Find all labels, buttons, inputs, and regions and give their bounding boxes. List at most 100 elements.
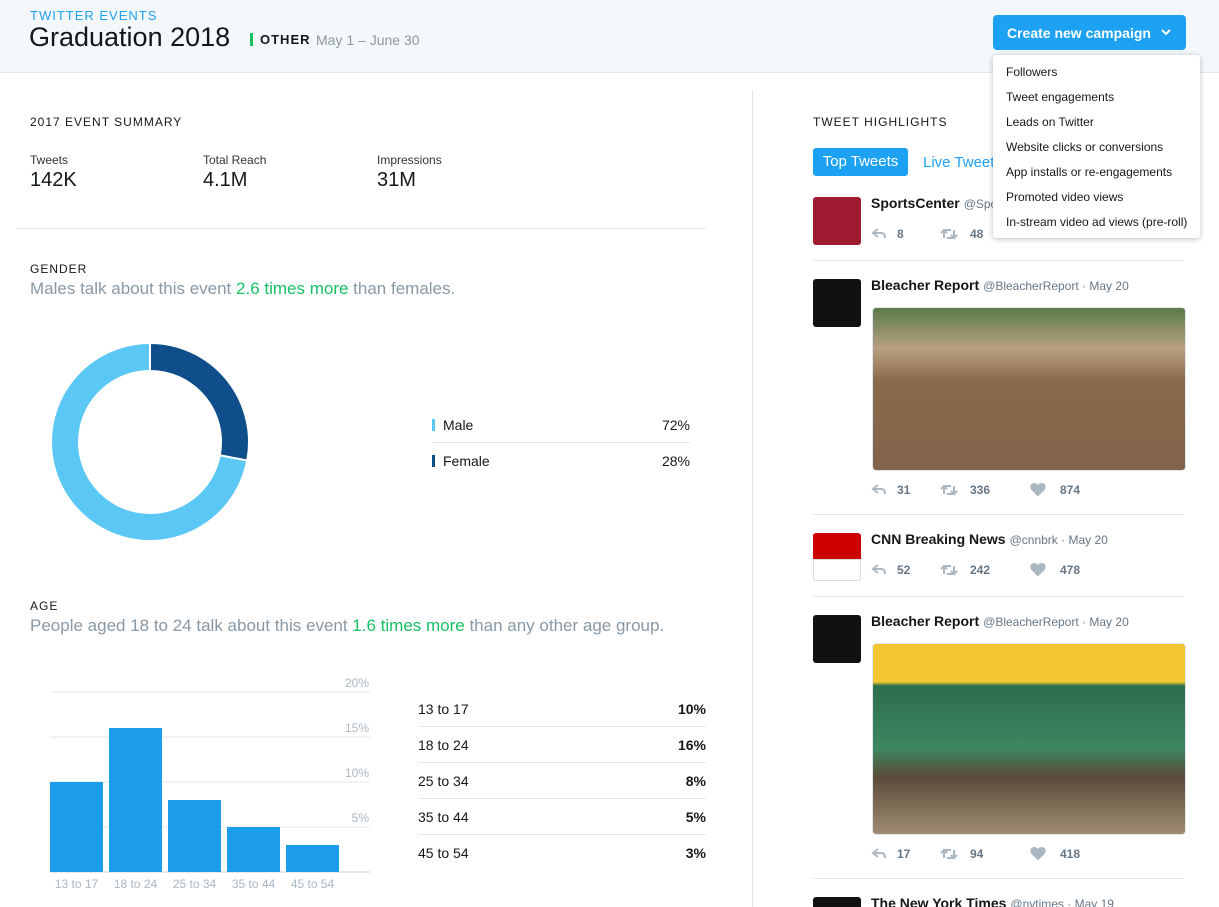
tab-active[interactable]: Top Tweets bbox=[813, 148, 908, 176]
button-label: Create new campaign bbox=[1007, 25, 1151, 41]
highlight: 1.6 times more bbox=[352, 616, 465, 635]
bar bbox=[168, 800, 221, 872]
tweet-date: May 20 bbox=[1089, 615, 1129, 629]
icon-path bbox=[1030, 562, 1046, 577]
icon-path bbox=[871, 564, 886, 575]
like-icon bbox=[1030, 846, 1046, 861]
icon-path bbox=[940, 848, 958, 860]
author-name: The New York Times bbox=[871, 895, 1007, 907]
page-title: Graduation 2018 bbox=[29, 22, 231, 52]
section-divider bbox=[16, 228, 706, 229]
icon-path bbox=[871, 848, 886, 859]
action-count: 31 bbox=[897, 483, 911, 497]
retweet-icon bbox=[940, 228, 958, 240]
author-name: Bleacher Report bbox=[871, 277, 980, 293]
separator: · bbox=[1057, 533, 1069, 547]
action-count: 336 bbox=[970, 483, 991, 497]
x-tick-label: 13 to 17 bbox=[55, 877, 99, 891]
age-row-label: 45 to 54 bbox=[418, 845, 469, 861]
x-tick-label: 18 to 24 bbox=[114, 877, 158, 891]
menu-item[interactable]: Tweet engagements bbox=[1006, 90, 1115, 104]
age-row-label: 35 to 44 bbox=[418, 809, 469, 825]
stat-value: 142K bbox=[30, 169, 77, 191]
dropdown-menu: Followers Tweet engagements Leads on Twitt… bbox=[993, 55, 1200, 238]
charts: 5% 10% 15% 20% 13 to 17 18 to 24 25 to 34 35 to… bbox=[50, 341, 370, 891]
column-divider bbox=[752, 90, 753, 907]
author-name: SportsCenter bbox=[871, 195, 960, 211]
y-tick-label: 5% bbox=[352, 811, 370, 825]
action-count: 48 bbox=[970, 227, 984, 241]
icon-path bbox=[940, 228, 958, 240]
like-icon bbox=[1030, 562, 1046, 577]
age-row-divider bbox=[418, 726, 706, 727]
age-row-value: 10% bbox=[677, 701, 706, 717]
highlight: 2.6 times more bbox=[236, 279, 349, 298]
donut-slice bbox=[50, 341, 249, 542]
x-tick-label: 25 to 34 bbox=[173, 877, 217, 891]
retweet-icon bbox=[940, 848, 958, 860]
bar bbox=[50, 782, 103, 872]
text: People aged 18 to 24 talk about this eve… bbox=[30, 616, 353, 635]
menu-item[interactable]: Followers bbox=[1006, 65, 1058, 79]
tweet-header: Bleacher Report @BleacherReport · May 20 bbox=[871, 613, 1129, 629]
action-count: 418 bbox=[1060, 847, 1081, 861]
author-name: CNN Breaking News bbox=[871, 531, 1006, 547]
action-count: 17 bbox=[897, 847, 911, 861]
like-icon bbox=[1030, 482, 1046, 497]
legend-label: Female bbox=[443, 453, 490, 469]
action-count: 242 bbox=[970, 563, 991, 577]
menu-item[interactable]: Website clicks or conversions bbox=[1006, 140, 1164, 154]
bar bbox=[109, 728, 162, 872]
legend-swatch bbox=[432, 419, 435, 431]
tweet-divider bbox=[813, 878, 1184, 879]
stat-label: Total Reach bbox=[203, 153, 267, 167]
tweet-header: Bleacher Report @BleacherReport · May 20 bbox=[871, 277, 1129, 293]
separator: · bbox=[1078, 615, 1090, 629]
y-tick-label: 20% bbox=[345, 676, 369, 690]
avatar bbox=[813, 897, 861, 907]
gender-title: GENDER bbox=[30, 262, 88, 276]
age-row-value: 16% bbox=[677, 737, 706, 753]
text: than any other age group. bbox=[464, 616, 665, 635]
tab[interactable]: Live Tweets bbox=[923, 154, 1002, 171]
action-count: 94 bbox=[970, 847, 984, 861]
icon-path bbox=[871, 484, 886, 495]
stat-value: 4.1M bbox=[203, 169, 248, 191]
chevron bbox=[1161, 29, 1171, 36]
text: Males talk about this event bbox=[30, 279, 237, 298]
menu-item[interactable]: App installs or re-engagements bbox=[1006, 165, 1173, 179]
age-row-label: 25 to 34 bbox=[418, 773, 469, 789]
action-count: 52 bbox=[897, 563, 911, 577]
tweet-date: May 20 bbox=[1068, 533, 1108, 547]
summary-title: 2017 EVENT SUMMARY bbox=[30, 115, 183, 129]
author-name: Bleacher Report bbox=[871, 613, 980, 629]
text: than females. bbox=[348, 279, 456, 298]
menu-item[interactable]: Leads on Twitter bbox=[1006, 115, 1094, 129]
bar bbox=[286, 845, 339, 872]
y-tick-label: 10% bbox=[345, 766, 369, 780]
menu-item[interactable]: Promoted video views bbox=[1006, 190, 1124, 204]
icon-path bbox=[1030, 846, 1046, 861]
avatar bbox=[813, 533, 861, 581]
age-row-value: 8% bbox=[685, 773, 706, 789]
icon-path bbox=[940, 564, 958, 576]
menu-item[interactable]: In-stream video ad views (pre-roll) bbox=[1006, 215, 1188, 229]
stat-label: Impressions bbox=[377, 153, 442, 167]
action-count: 478 bbox=[1060, 563, 1081, 577]
legend-value: 72% bbox=[661, 417, 690, 433]
reply-icon bbox=[871, 564, 886, 575]
retweet-icon bbox=[940, 564, 958, 576]
dates: May 1 – June 30 bbox=[316, 32, 420, 48]
author-handle: @BleacherReport bbox=[983, 279, 1079, 293]
avatar bbox=[813, 279, 861, 327]
tweet-divider bbox=[813, 596, 1184, 597]
age-row-divider bbox=[418, 834, 706, 835]
tweet-divider bbox=[813, 260, 1184, 261]
campaign-button[interactable]: Create new campaign bbox=[993, 15, 1186, 50]
tweet-photo bbox=[872, 643, 1186, 835]
tag-marker bbox=[250, 33, 253, 46]
author-handle: @cnnbrk bbox=[1009, 533, 1058, 547]
age-row-value: 3% bbox=[685, 845, 706, 861]
age-title: AGE bbox=[30, 599, 59, 613]
